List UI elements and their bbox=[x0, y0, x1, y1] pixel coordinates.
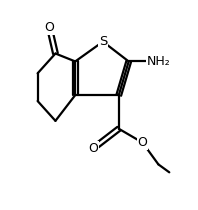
Text: O: O bbox=[138, 136, 148, 149]
Text: O: O bbox=[88, 142, 98, 155]
Text: O: O bbox=[45, 21, 54, 34]
Text: S: S bbox=[99, 35, 107, 48]
Text: NH₂: NH₂ bbox=[147, 55, 170, 68]
